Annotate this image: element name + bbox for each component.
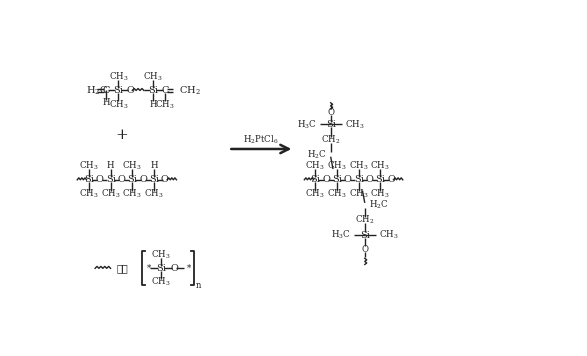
Text: $\mathrm{CH_3}$: $\mathrm{CH_3}$	[327, 160, 347, 172]
Text: $\mathrm{CH_3}$: $\mathrm{CH_3}$	[79, 187, 99, 200]
Text: O: O	[139, 175, 147, 184]
Text: $\mathrm{CH_3}$: $\mathrm{CH_3}$	[123, 160, 142, 172]
Text: $\mathrm{CH_3}$: $\mathrm{CH_3}$	[305, 187, 325, 200]
Text: Si: Si	[326, 120, 336, 129]
Text: Si: Si	[113, 86, 123, 95]
Text: $\mathrm{CH_3}$: $\mathrm{CH_3}$	[109, 70, 128, 83]
Text: H: H	[150, 161, 158, 171]
Text: O: O	[161, 175, 169, 184]
Text: *: *	[147, 264, 151, 273]
Text: H: H	[150, 100, 157, 109]
Text: O: O	[361, 245, 368, 253]
Text: $\mathrm{CH_3}$: $\mathrm{CH_3}$	[349, 187, 369, 200]
Text: $\mathrm{CH_3}$: $\mathrm{CH_3}$	[327, 187, 347, 200]
Text: Si: Si	[106, 175, 116, 184]
Text: Si: Si	[353, 175, 363, 184]
Text: H: H	[107, 161, 114, 171]
Text: $\mathrm{CH_2}$: $\mathrm{CH_2}$	[321, 134, 340, 146]
Text: $\mathrm{CH_3}$: $\mathrm{CH_3}$	[349, 160, 369, 172]
Text: O: O	[170, 264, 178, 273]
Text: $\mathrm{H_3C}$: $\mathrm{H_3C}$	[297, 118, 317, 131]
Text: Si: Si	[156, 264, 166, 273]
Text: Si: Si	[332, 175, 342, 184]
Text: $\mathrm{CH_3}$: $\mathrm{CH_3}$	[143, 70, 163, 83]
Text: C: C	[161, 86, 168, 95]
Text: Si: Si	[311, 175, 320, 184]
Text: O: O	[327, 108, 334, 116]
Text: +: +	[115, 128, 128, 142]
Text: $\mathrm{CH_3}$: $\mathrm{CH_3}$	[109, 98, 128, 111]
Text: $\mathrm{CH_3}$: $\mathrm{CH_3}$	[305, 160, 325, 172]
Text: $\mathrm{CH_3}$: $\mathrm{CH_3}$	[345, 118, 364, 131]
Text: n: n	[196, 281, 201, 290]
Text: O: O	[126, 86, 134, 95]
Text: $\mathrm{H_2C}$: $\mathrm{H_2C}$	[369, 198, 389, 211]
Text: $\mathrm{CH_3}$: $\mathrm{CH_3}$	[379, 229, 399, 241]
Text: $\mathrm{CH_3}$: $\mathrm{CH_3}$	[144, 187, 164, 200]
Text: $\mathrm{H_2PtCl_6}$: $\mathrm{H_2PtCl_6}$	[243, 134, 279, 146]
Text: O: O	[117, 175, 126, 184]
Text: O: O	[366, 175, 373, 184]
Text: $\mathrm{H_2C}$: $\mathrm{H_2C}$	[307, 149, 327, 161]
Text: 代表: 代表	[117, 264, 129, 273]
Text: $\mathrm{CH_2}$: $\mathrm{CH_2}$	[355, 214, 375, 226]
Text: $\mathrm{CH_3}$: $\mathrm{CH_3}$	[370, 160, 390, 172]
Text: Si: Si	[360, 231, 370, 240]
Text: $\mathrm{CH_3}$: $\mathrm{CH_3}$	[151, 248, 171, 261]
Text: $\mathrm{CH_2}$: $\mathrm{CH_2}$	[179, 84, 200, 97]
Text: $\mathrm{CH_3}$: $\mathrm{CH_3}$	[123, 187, 142, 200]
Text: O: O	[96, 175, 104, 184]
Text: O: O	[387, 175, 395, 184]
Text: $\mathrm{CH_3}$: $\mathrm{CH_3}$	[151, 276, 171, 288]
Text: Si: Si	[84, 175, 94, 184]
Text: O: O	[322, 175, 330, 184]
Text: *: *	[187, 264, 191, 273]
Text: $\mathrm{CH_3}$: $\mathrm{CH_3}$	[79, 160, 99, 172]
Text: $\mathrm{CH_3}$: $\mathrm{CH_3}$	[370, 187, 390, 200]
Text: O: O	[344, 175, 352, 184]
Text: $\mathrm{H_2C}$: $\mathrm{H_2C}$	[86, 84, 108, 97]
Text: Si: Si	[149, 175, 159, 184]
Text: Si: Si	[149, 86, 158, 95]
Text: $\mathrm{CH_3}$: $\mathrm{CH_3}$	[155, 98, 174, 111]
Text: $\mathrm{CH_3}$: $\mathrm{CH_3}$	[101, 187, 120, 200]
Text: C: C	[102, 86, 110, 95]
Text: Si: Si	[127, 175, 137, 184]
Text: $\mathrm{H_3C}$: $\mathrm{H_3C}$	[331, 229, 351, 241]
Text: H: H	[102, 98, 110, 107]
Text: Si: Si	[375, 175, 385, 184]
